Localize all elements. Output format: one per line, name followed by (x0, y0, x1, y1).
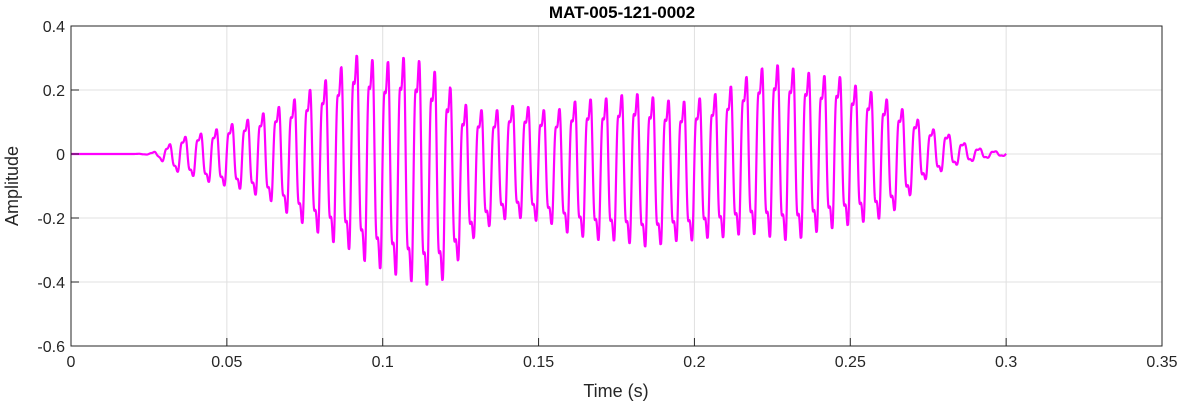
plot-frame (70, 25, 1163, 347)
x-tick-label: 0 (67, 354, 76, 371)
chart-title: MAT-005-121-0002 (549, 3, 695, 22)
y-axis-label: Amplitude (2, 146, 22, 226)
y-tick-label: -0.6 (37, 339, 65, 356)
x-tick-label: 0.35 (1146, 354, 1177, 371)
y-tick-label: 0 (56, 147, 65, 164)
y-tick-label: -0.2 (37, 211, 65, 228)
x-tick-label: 0.15 (523, 354, 554, 371)
x-tick-label: 0.1 (372, 354, 394, 371)
x-tick-label: 0.3 (995, 354, 1017, 371)
x-axis: 0 0.05 0.1 0.15 0.2 0.25 0.3 0.35 (67, 338, 1178, 371)
x-tick-label: 0.05 (211, 354, 242, 371)
y-tick-label: 0.4 (43, 19, 65, 36)
y-axis: -0.6 -0.4 -0.2 0 0.2 0.4 (37, 19, 79, 356)
x-tick-label: 0.2 (683, 354, 705, 371)
waveform-series (70, 54, 1008, 286)
x-tick-label: 0.25 (835, 354, 866, 371)
x-axis-label: Time (s) (583, 381, 648, 401)
y-tick-label: -0.4 (37, 275, 65, 292)
series-line (70, 54, 1008, 286)
y-tick-label: 0.2 (43, 83, 65, 100)
